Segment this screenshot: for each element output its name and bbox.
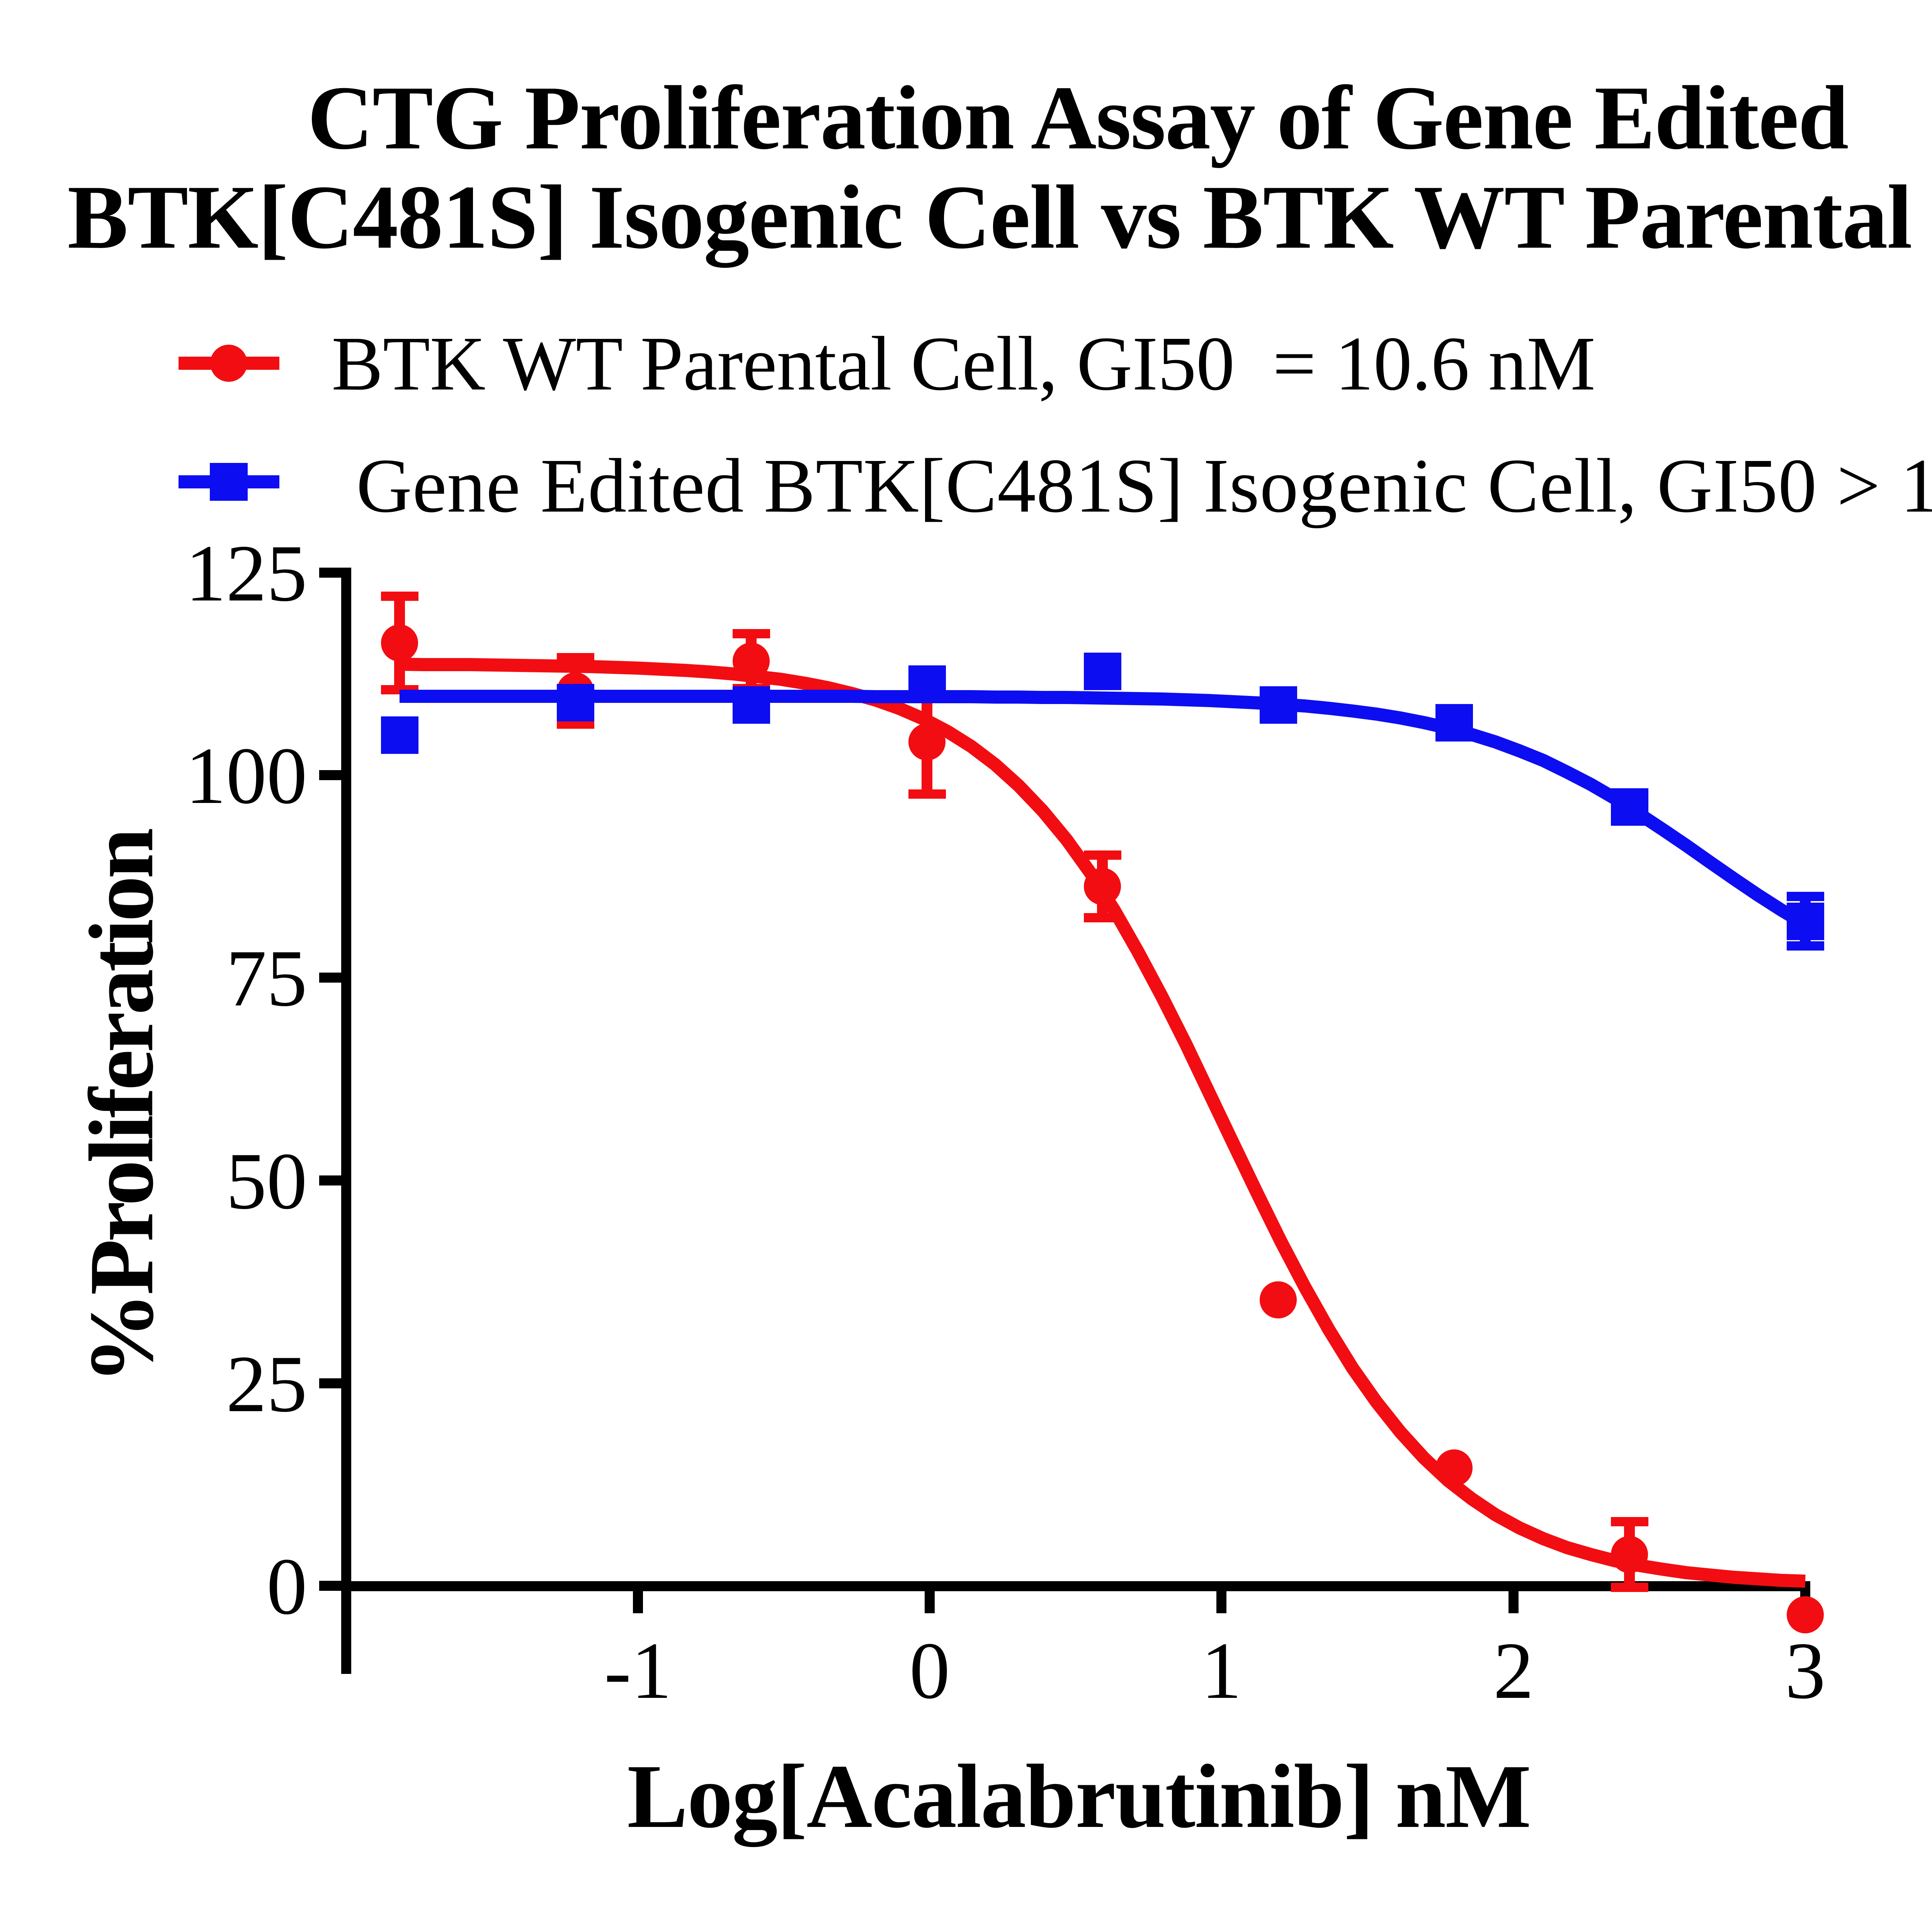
svg-text:50: 50 bbox=[226, 1136, 307, 1226]
svg-text:3: 3 bbox=[1785, 1626, 1826, 1716]
svg-text:BTK WT Parental Cell, GI50 =: BTK WT Parental Cell, GI50 = 10.6 nM bbox=[332, 321, 1595, 406]
svg-text:1: 1 bbox=[1201, 1626, 1242, 1716]
svg-text:100: 100 bbox=[185, 731, 307, 821]
svg-text:0: 0 bbox=[910, 1626, 950, 1716]
svg-text:CTG Proliferation Assay of Gen: CTG Proliferation Assay of Gene Edited bbox=[308, 68, 1849, 168]
svg-text:25: 25 bbox=[226, 1339, 307, 1429]
svg-text:0: 0 bbox=[267, 1542, 307, 1631]
svg-text:Log[Acalabrutinib] nM: Log[Acalabrutinib] nM bbox=[627, 1746, 1531, 1847]
svg-text:%Proliferation: %Proliferation bbox=[71, 828, 172, 1384]
svg-text:Gene Edited BTK[C481S] Isogeni: Gene Edited BTK[C481S] Isogenic Cell, GI… bbox=[356, 443, 1932, 529]
svg-text:2: 2 bbox=[1493, 1626, 1534, 1716]
svg-text:125: 125 bbox=[185, 529, 307, 618]
svg-text:-1: -1 bbox=[604, 1626, 672, 1716]
svg-text:75: 75 bbox=[226, 934, 307, 1023]
svg-text:BTK[C481S] Isogenic Cell vs BT: BTK[C481S] Isogenic Cell vs BTK WT Paren… bbox=[68, 167, 1932, 268]
